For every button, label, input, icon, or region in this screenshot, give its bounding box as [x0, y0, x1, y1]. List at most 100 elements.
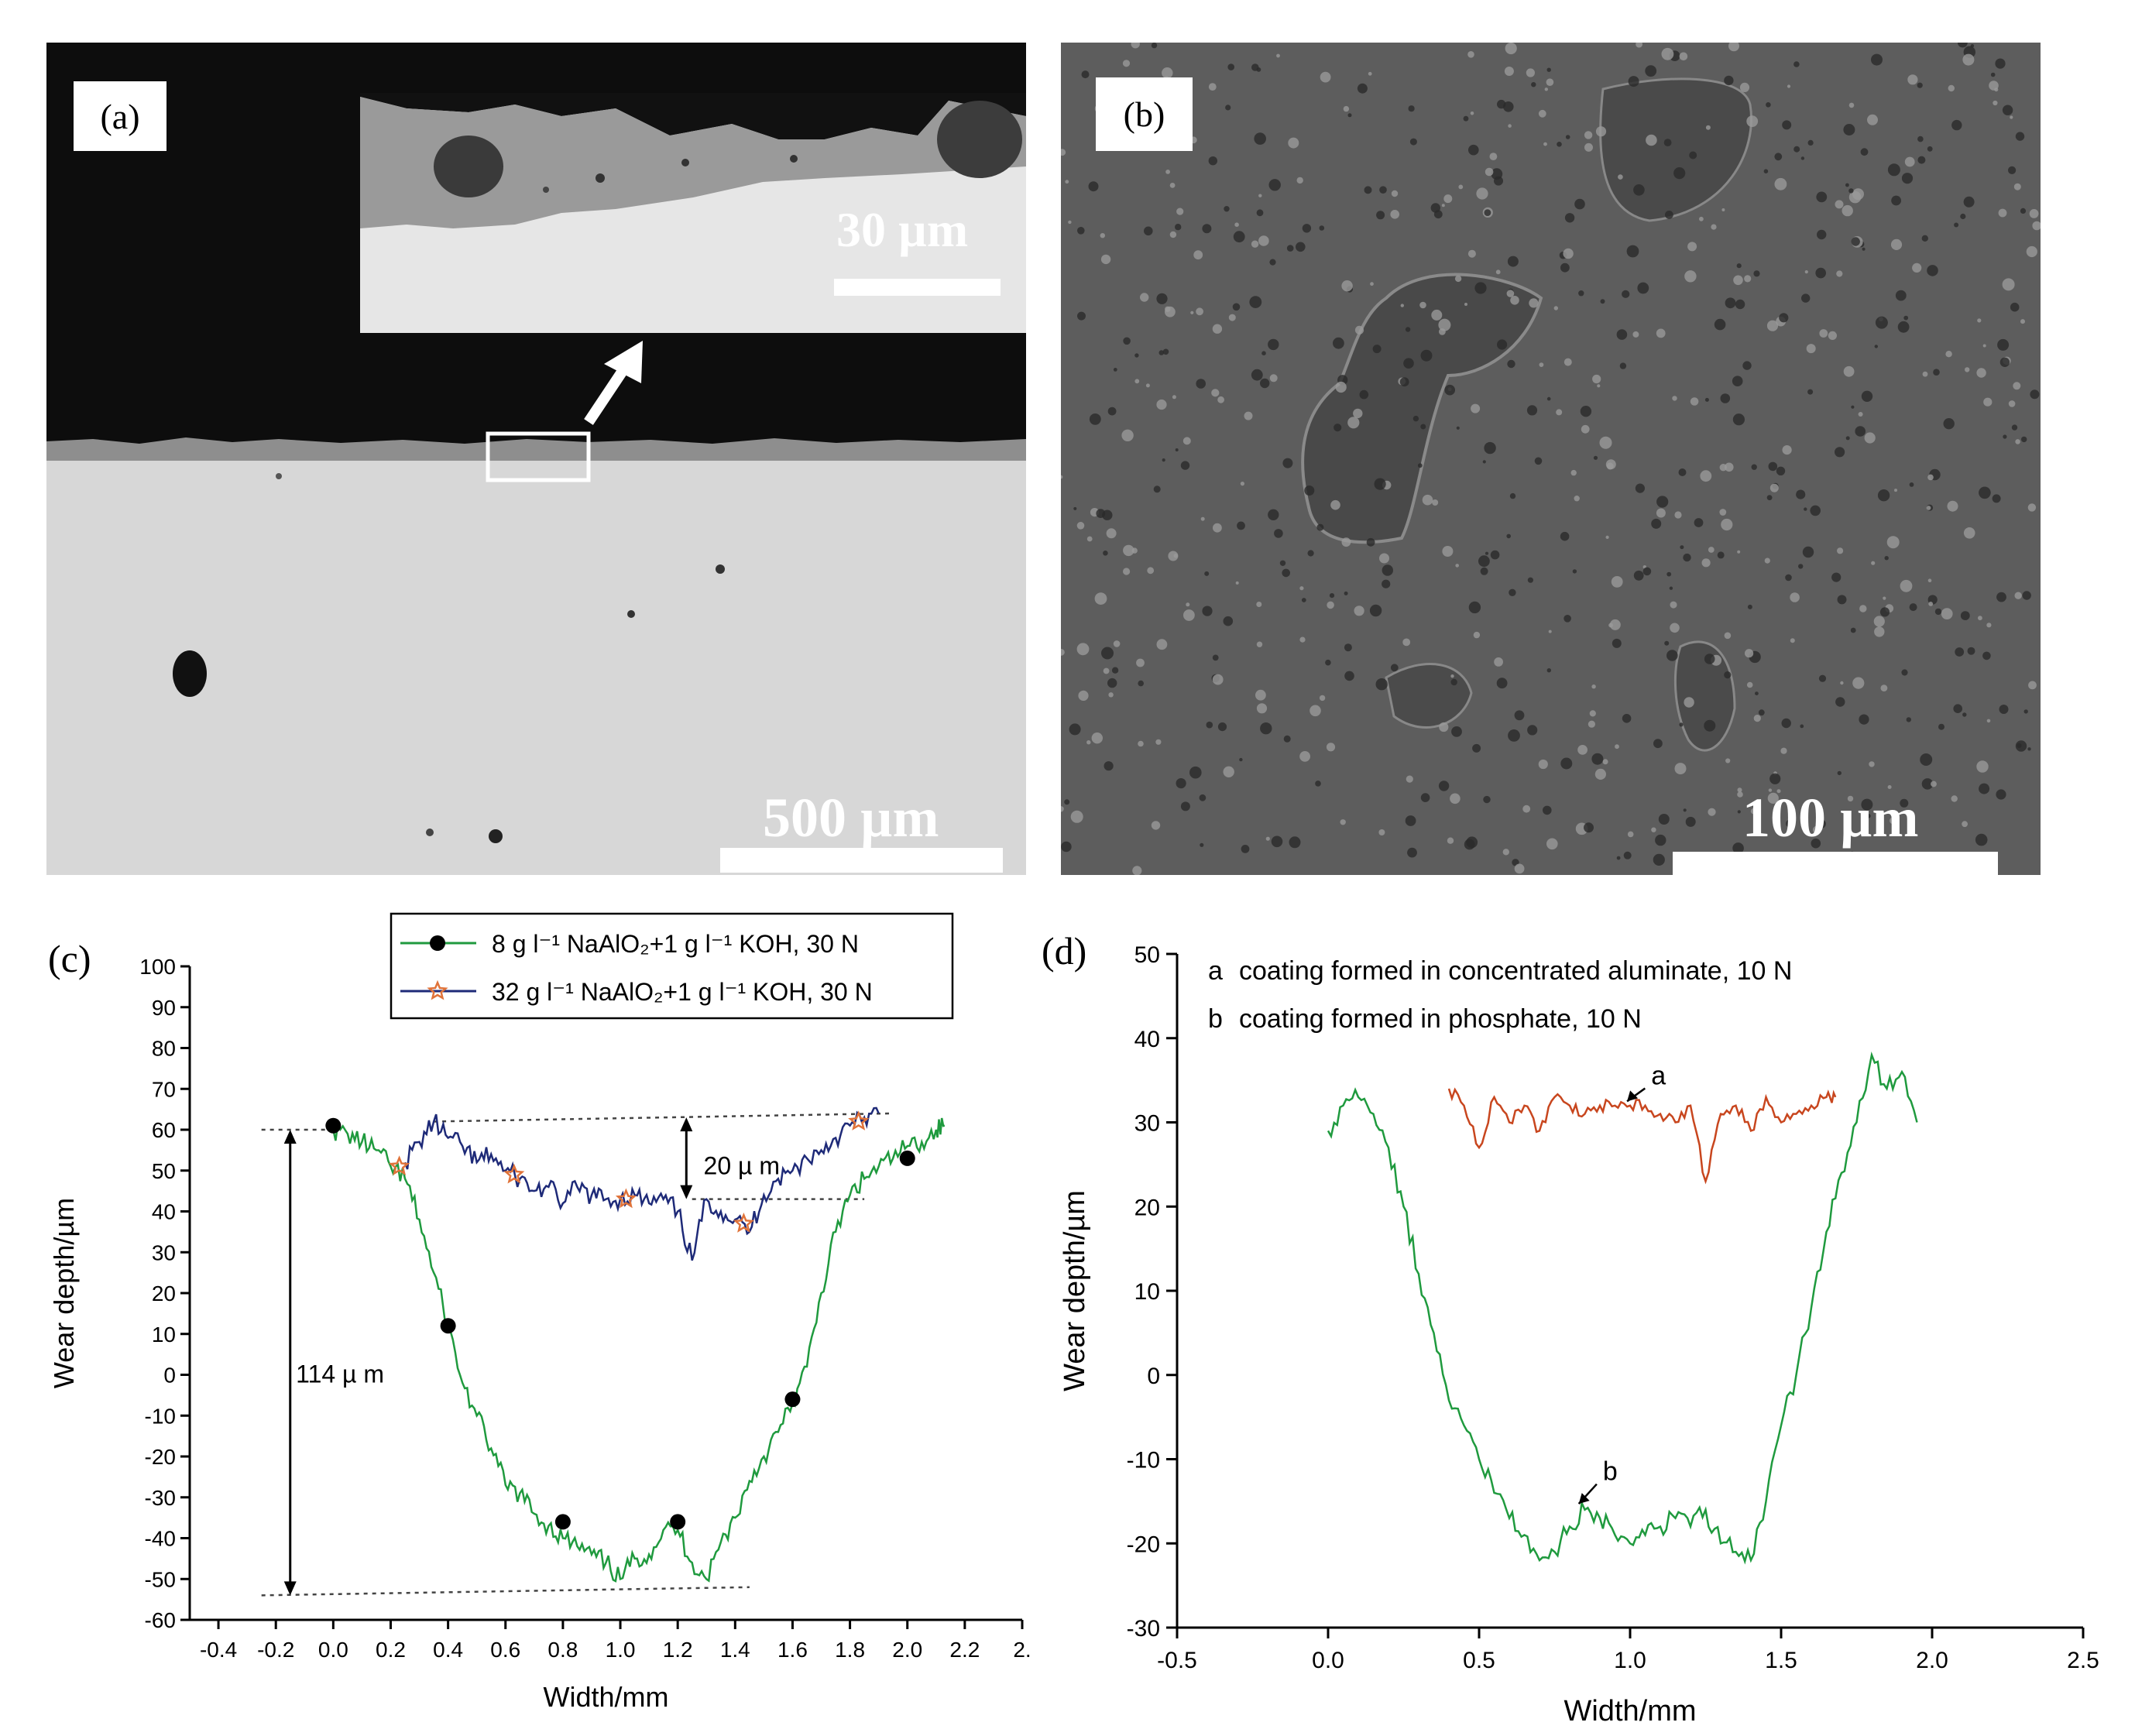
surface-pore [1531, 82, 1536, 87]
surface-pore [1563, 358, 1572, 366]
surface-pore [1951, 119, 1962, 131]
surface-pore [1779, 313, 1789, 323]
surface-pore [1509, 492, 1516, 499]
surface-pore [1580, 406, 1592, 417]
surface-pore [1502, 849, 1509, 856]
surface-pore [1077, 227, 1085, 235]
surface-pore [1186, 602, 1190, 607]
surface-pore [1330, 499, 1340, 510]
scale-bar-100 [1673, 852, 1998, 875]
surface-pore [2026, 245, 2037, 258]
annotation-20: 20 µ m [704, 1151, 780, 1179]
surface-pore [1279, 560, 1286, 566]
panel-label-d: (d) [1042, 929, 1086, 973]
series-line-b [1327, 1052, 1918, 1565]
surface-pore [1721, 518, 1733, 531]
surface-pore [1951, 795, 1958, 802]
depth-arrow-20-head-bottom [680, 1185, 693, 1199]
surface-pore [1240, 482, 1244, 486]
y-tick-label: 30 [1134, 1111, 1160, 1137]
surface-pore [1478, 555, 1490, 568]
surface-pore [1651, 827, 1656, 832]
x-axis-label: Width/mm [544, 1681, 669, 1713]
y-tick-label: -50 [145, 1567, 176, 1591]
x-tick-label: 1.4 [720, 1638, 750, 1662]
surface-pore [1202, 606, 1213, 616]
surface-pore [1683, 553, 1691, 562]
surface-pore [1700, 470, 1712, 482]
surface-pore [1319, 225, 1325, 231]
surface-pore [1724, 75, 1734, 86]
surface-pore [1780, 747, 1787, 754]
surface-pore [1560, 757, 1573, 770]
surface-pore [1309, 705, 1321, 717]
surface-pore [1867, 114, 1878, 125]
surface-pore [1666, 571, 1672, 577]
surface-pore [1909, 603, 1917, 612]
surface-pore [1931, 781, 1937, 787]
surface-pore [1906, 717, 1911, 722]
surface-pore [1450, 674, 1454, 678]
y-tick-label: 80 [152, 1037, 176, 1061]
surface-pore [1494, 657, 1503, 667]
surface-pore [1061, 475, 1063, 479]
surface-pore [1546, 838, 1558, 850]
surface-pore [1880, 684, 1888, 691]
surface-pore [1864, 432, 1876, 444]
surface-pore [1574, 496, 1580, 502]
surface-pore [1999, 705, 2009, 714]
surface-pore [1534, 457, 1543, 465]
surface-pore [1138, 740, 1144, 747]
surface-pore [1546, 668, 1551, 673]
surface-pore [1556, 409, 1563, 416]
surface-pore [1507, 359, 1515, 369]
surface-pore [1476, 187, 1488, 200]
surface-pore [1107, 678, 1117, 688]
surface-pore [2020, 319, 2025, 324]
y-tick-label: 50 [1134, 942, 1160, 968]
surface-pore [1543, 142, 1547, 146]
surface-pore [1196, 307, 1203, 316]
surface-pore [1874, 626, 1885, 637]
surface-pore [1960, 611, 1970, 620]
surface-pore [1254, 132, 1266, 145]
surface-pore [1420, 349, 1433, 362]
surface-pore [1735, 299, 1745, 310]
surface-pore [1251, 240, 1259, 248]
surface-pore [1840, 681, 1844, 685]
surface-pore [1162, 348, 1169, 355]
surface-pore [1912, 262, 1922, 273]
surface-pore [1873, 616, 1885, 627]
surface-pore [1422, 494, 1433, 506]
surface-pore [1616, 856, 1621, 860]
y-tick-label: 90 [152, 996, 176, 1020]
surface-pore [1705, 125, 1711, 130]
surface-pore [1510, 296, 1519, 305]
surface-pore [1527, 577, 1533, 583]
surface-pore [1156, 399, 1167, 410]
surface-pore [1591, 753, 1604, 765]
surface-pore [1819, 329, 1828, 338]
surface-pore [1176, 778, 1186, 789]
surface-pore [1251, 369, 1263, 381]
surface-pore [1812, 825, 1821, 834]
surface-pore [1725, 462, 1734, 472]
surface-pore [1224, 206, 1230, 212]
surface-pore [1584, 822, 1594, 833]
surface-pore [1922, 371, 1928, 377]
legend-box [390, 912, 954, 1020]
surface-pore [1683, 808, 1687, 812]
x-tick-label: -0.2 [257, 1638, 294, 1662]
surface-pore [1737, 787, 1742, 793]
surface-pore [1156, 639, 1168, 650]
surface-pore [1354, 325, 1364, 335]
surface-pore [1189, 766, 1202, 779]
surface-pore [1941, 608, 1953, 619]
surface-pore [1619, 362, 1627, 369]
surface-pore [1917, 82, 1923, 88]
surface-pore [1123, 544, 1134, 557]
annotation-arrowhead-a [1627, 1090, 1639, 1102]
surface-pore [1431, 309, 1443, 321]
surface-pore [1249, 296, 1262, 308]
legend-entry-b: coating formed in phosphate, 10 N [1239, 1004, 1642, 1034]
